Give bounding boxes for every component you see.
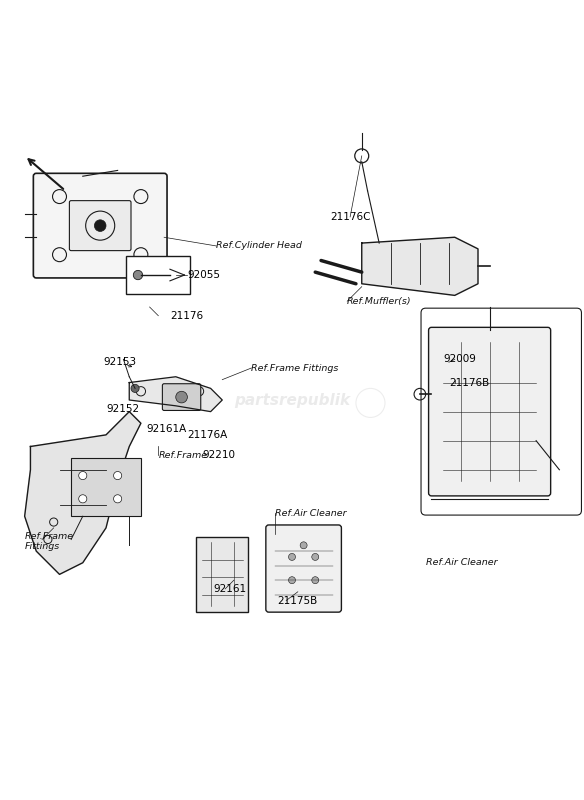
FancyBboxPatch shape [162, 384, 201, 410]
Text: Fittings: Fittings [25, 542, 60, 551]
Text: 92055: 92055 [187, 270, 220, 280]
Circle shape [133, 270, 142, 280]
Text: 21176A: 21176A [187, 430, 228, 440]
FancyBboxPatch shape [266, 525, 342, 612]
FancyBboxPatch shape [429, 327, 551, 496]
Text: 92161A: 92161A [147, 424, 187, 434]
Text: 21175B: 21175B [277, 595, 318, 606]
Polygon shape [25, 412, 141, 574]
Bar [71, 458, 141, 516]
Text: Ref.Muffler(s): Ref.Muffler(s) [347, 297, 412, 306]
Circle shape [95, 220, 106, 231]
Circle shape [312, 554, 319, 561]
Circle shape [288, 554, 296, 561]
FancyBboxPatch shape [33, 174, 167, 278]
Text: Ref.Cylinder Head: Ref.Cylinder Head [217, 242, 303, 250]
Polygon shape [361, 238, 478, 295]
Text: 92153: 92153 [103, 358, 136, 367]
Circle shape [79, 471, 87, 480]
Circle shape [300, 542, 307, 549]
Text: Ref.Frame: Ref.Frame [25, 532, 74, 541]
Text: Ref.Frame Fittings: Ref.Frame Fittings [251, 363, 339, 373]
Text: 21176C: 21176C [330, 212, 370, 222]
Text: 92161: 92161 [214, 584, 246, 594]
Bar [196, 537, 248, 612]
Circle shape [79, 494, 87, 503]
Circle shape [312, 577, 319, 584]
Text: partsrepublik: partsrepublik [234, 393, 350, 407]
Circle shape [176, 391, 187, 403]
Text: 21176B: 21176B [449, 378, 489, 387]
Text: Ref.Air Cleaner: Ref.Air Cleaner [426, 558, 497, 567]
Circle shape [131, 384, 139, 393]
Bar [126, 256, 190, 294]
Text: 92210: 92210 [202, 450, 235, 460]
Circle shape [288, 577, 296, 584]
Polygon shape [129, 377, 223, 412]
Text: 21176: 21176 [170, 310, 203, 321]
Text: 92152: 92152 [106, 404, 139, 414]
Circle shape [113, 471, 121, 480]
Circle shape [113, 494, 121, 503]
FancyBboxPatch shape [69, 201, 131, 250]
Text: 92009: 92009 [443, 354, 476, 364]
Text: Ref.Frame: Ref.Frame [158, 450, 207, 460]
Text: Ref.Air Cleaner: Ref.Air Cleaner [274, 509, 346, 518]
